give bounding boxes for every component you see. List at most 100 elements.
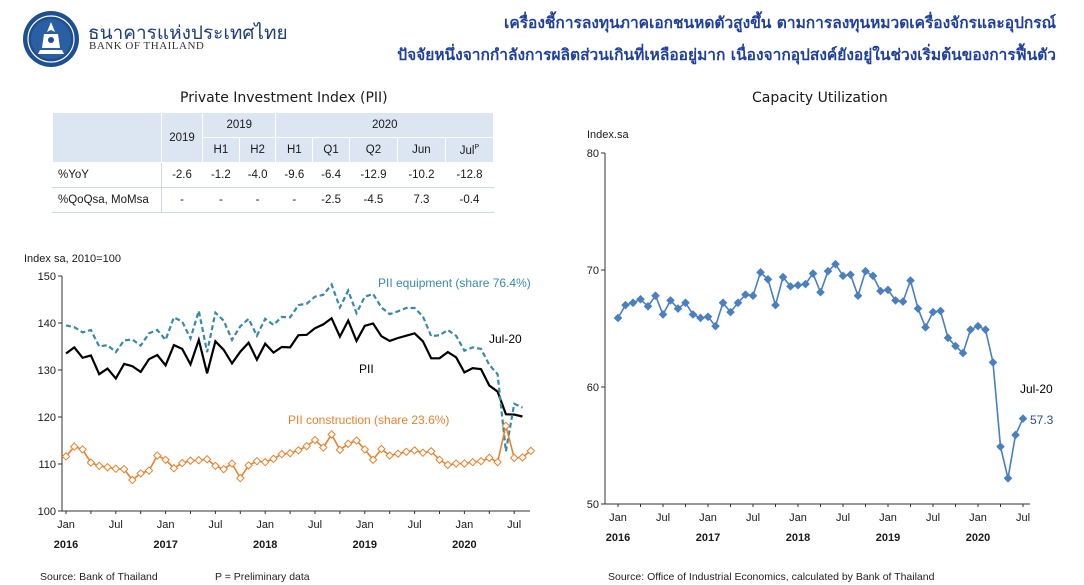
data-point <box>666 296 675 305</box>
table-row: %QoQsa, MoMsa - - - - -2.5 -4.5 7.3 -0.4 <box>52 187 495 213</box>
headline-line-1: เครื่องชี้การลงทุนภาคเอกชนหดตัวสูงขึ้น ต… <box>504 14 1056 32</box>
header-sub: Jun <box>396 137 446 163</box>
x-tick-label: Jan <box>57 519 75 531</box>
data-point <box>401 447 411 457</box>
y-tick-label: 50 <box>587 499 599 511</box>
data-point <box>69 442 79 451</box>
data-point <box>831 259 840 269</box>
data-point <box>786 282 795 291</box>
x-tick-label: Jul <box>926 512 940 524</box>
data-point <box>613 313 623 323</box>
x-year-label: 2017 <box>153 539 177 551</box>
data-point <box>335 445 345 455</box>
y-tick-label: 70 <box>587 265 599 277</box>
header-sub-label: Jul <box>459 144 475 157</box>
x-tick-label: Jan <box>789 512 807 524</box>
data-point <box>958 348 968 358</box>
data-point <box>418 448 428 458</box>
x-tick-label: Jul <box>208 519 222 531</box>
data-point <box>318 443 328 452</box>
data-point <box>658 310 668 319</box>
y-tick-label: 60 <box>587 382 599 394</box>
table-cell: - <box>161 187 203 213</box>
data-point <box>943 333 953 343</box>
data-point <box>756 268 765 277</box>
data-point <box>861 266 870 276</box>
data-point <box>1018 414 1028 423</box>
brand-name-thai: ธนาคารแห่งประเทศไทย <box>88 22 288 44</box>
table-cell: -0.4 <box>444 187 495 213</box>
data-point <box>194 455 204 465</box>
table-row: %YoY -2.6 -1.2 -4.0 -9.6 -6.4 -12.9 -10.… <box>52 162 495 188</box>
data-point <box>310 435 320 445</box>
data-point <box>368 455 378 465</box>
table-cell: -1.2 <box>202 162 240 188</box>
data-point <box>86 458 96 467</box>
data-point <box>988 358 998 367</box>
header-sub: H1 <box>275 137 314 163</box>
data-point <box>718 298 728 308</box>
x-tick-label: Jan <box>256 519 274 531</box>
right-source: Source: Office of Industrial Economics, … <box>608 571 935 583</box>
x-tick-label: Jul <box>656 512 670 524</box>
header-sub: H2 <box>238 137 277 163</box>
x-tick-label: Jul <box>109 519 123 531</box>
data-point <box>152 451 162 460</box>
data-point <box>103 462 112 472</box>
data-point <box>846 270 855 279</box>
data-point <box>981 325 990 334</box>
data-point <box>868 271 878 281</box>
preliminary-note: P = Preliminary data <box>215 571 310 583</box>
data-point <box>443 460 453 470</box>
table-cell: - <box>275 187 314 213</box>
data-point <box>936 306 945 316</box>
data-point <box>302 441 312 451</box>
table-cell: - <box>238 187 277 213</box>
data-point <box>352 436 361 445</box>
left-source: Source: Bank of Thailand <box>40 571 158 583</box>
data-point <box>260 457 270 467</box>
data-point <box>377 444 386 454</box>
series-line-0 <box>65 316 523 418</box>
x-tick-label: Jan <box>969 512 987 524</box>
data-point <box>493 457 502 467</box>
data-point <box>410 446 419 455</box>
table-cell: -4.0 <box>238 162 277 188</box>
data-point <box>801 279 810 289</box>
x-tick-label: Jan <box>456 519 474 531</box>
x-year-label: 2017 <box>696 532 720 544</box>
x-tick-label: Jul <box>836 512 850 524</box>
table-cell: -2.6 <box>161 162 203 188</box>
data-point <box>136 469 146 478</box>
x-tick-label: Jul <box>746 512 760 524</box>
data-point <box>636 294 645 304</box>
x-year-label: 2016 <box>606 532 630 544</box>
data-point <box>119 464 129 474</box>
x-tick-label: Jul <box>408 519 422 531</box>
x-year-label: 2019 <box>876 532 900 544</box>
data-point <box>509 453 519 463</box>
table-cell: 7.3 <box>396 187 446 213</box>
data-point <box>703 312 713 322</box>
row-label: %QoQsa, MoMsa <box>52 187 162 213</box>
x-tick-label: Jul <box>507 519 521 531</box>
headline-line-2: ปัจจัยหนึ่งจากกำลังการผลิตส่วนเกินที่เหล… <box>397 46 1056 64</box>
x-year-label: 2020 <box>966 532 990 544</box>
pii-table: 2019 2019 2020 H1 H2 H1 Q1 Q2 Jun JulP %… <box>52 112 495 213</box>
annotation-jul20: Jul-20 <box>1020 382 1053 396</box>
data-point <box>435 455 444 465</box>
legend-label-pii-construction: PII construction (share 23.6%) <box>288 413 449 427</box>
table-corner-cell <box>52 112 162 163</box>
data-point <box>711 321 720 331</box>
data-point <box>726 307 735 317</box>
annotation-jul20: Jul-20 <box>489 332 522 346</box>
x-tick-label: Jan <box>879 512 897 524</box>
data-point <box>294 446 303 455</box>
last-value-label: 57.3 <box>1030 413 1054 427</box>
data-point <box>883 285 893 295</box>
data-point <box>996 442 1005 451</box>
data-point <box>343 439 353 449</box>
x-year-label: 2016 <box>54 539 78 551</box>
y-axis-title: Index.sa <box>587 129 629 141</box>
data-point <box>951 341 960 351</box>
